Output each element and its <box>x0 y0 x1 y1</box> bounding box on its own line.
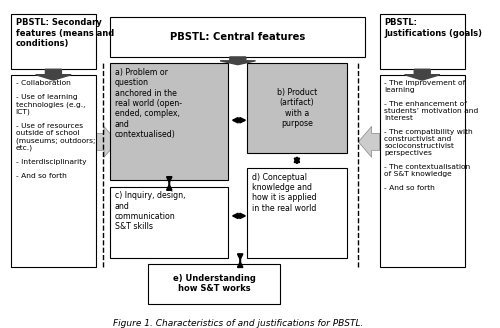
Text: PBSTL: Secondary
features (means and
conditions): PBSTL: Secondary features (means and con… <box>16 18 114 48</box>
Polygon shape <box>36 69 71 80</box>
FancyBboxPatch shape <box>148 264 280 304</box>
Text: a) Problem or
question
anchored in the
real world (open-
ended, complex,
and
con: a) Problem or question anchored in the r… <box>115 68 182 139</box>
FancyBboxPatch shape <box>110 187 228 257</box>
Text: PBSTL: Central features: PBSTL: Central features <box>170 32 306 42</box>
Polygon shape <box>220 57 256 65</box>
Text: Figure 1. Characteristics of and justifications for PBSTL.: Figure 1. Characteristics of and justifi… <box>112 319 363 328</box>
Text: c) Inquiry, design,
and
communication
S&T skills: c) Inquiry, design, and communication S&… <box>115 191 186 232</box>
Text: b) Product
(artifact)
with a
purpose: b) Product (artifact) with a purpose <box>277 88 317 128</box>
Text: e) Understanding
how S&T works: e) Understanding how S&T works <box>172 274 256 294</box>
FancyBboxPatch shape <box>248 63 346 153</box>
FancyBboxPatch shape <box>110 17 366 57</box>
Text: - Collaboration

- Use of learning
technologies (e.g.,
ICT)

- Use of resources
: - Collaboration - Use of learning techno… <box>16 80 95 179</box>
Polygon shape <box>404 69 440 80</box>
Text: PBSTL:
Justifications (goals): PBSTL: Justifications (goals) <box>384 18 482 38</box>
FancyBboxPatch shape <box>380 14 465 69</box>
Polygon shape <box>358 126 380 157</box>
FancyBboxPatch shape <box>248 168 346 257</box>
FancyBboxPatch shape <box>110 63 228 180</box>
Text: d) Conceptual
knowledge and
how it is applied
in the real world: d) Conceptual knowledge and how it is ap… <box>252 173 316 213</box>
FancyBboxPatch shape <box>11 75 96 267</box>
Text: - The improvement of
learning

- The enhancement of
students’ motivation and
int: - The improvement of learning - The enha… <box>384 80 478 191</box>
FancyBboxPatch shape <box>380 75 465 267</box>
FancyBboxPatch shape <box>11 14 96 69</box>
Polygon shape <box>96 126 117 157</box>
